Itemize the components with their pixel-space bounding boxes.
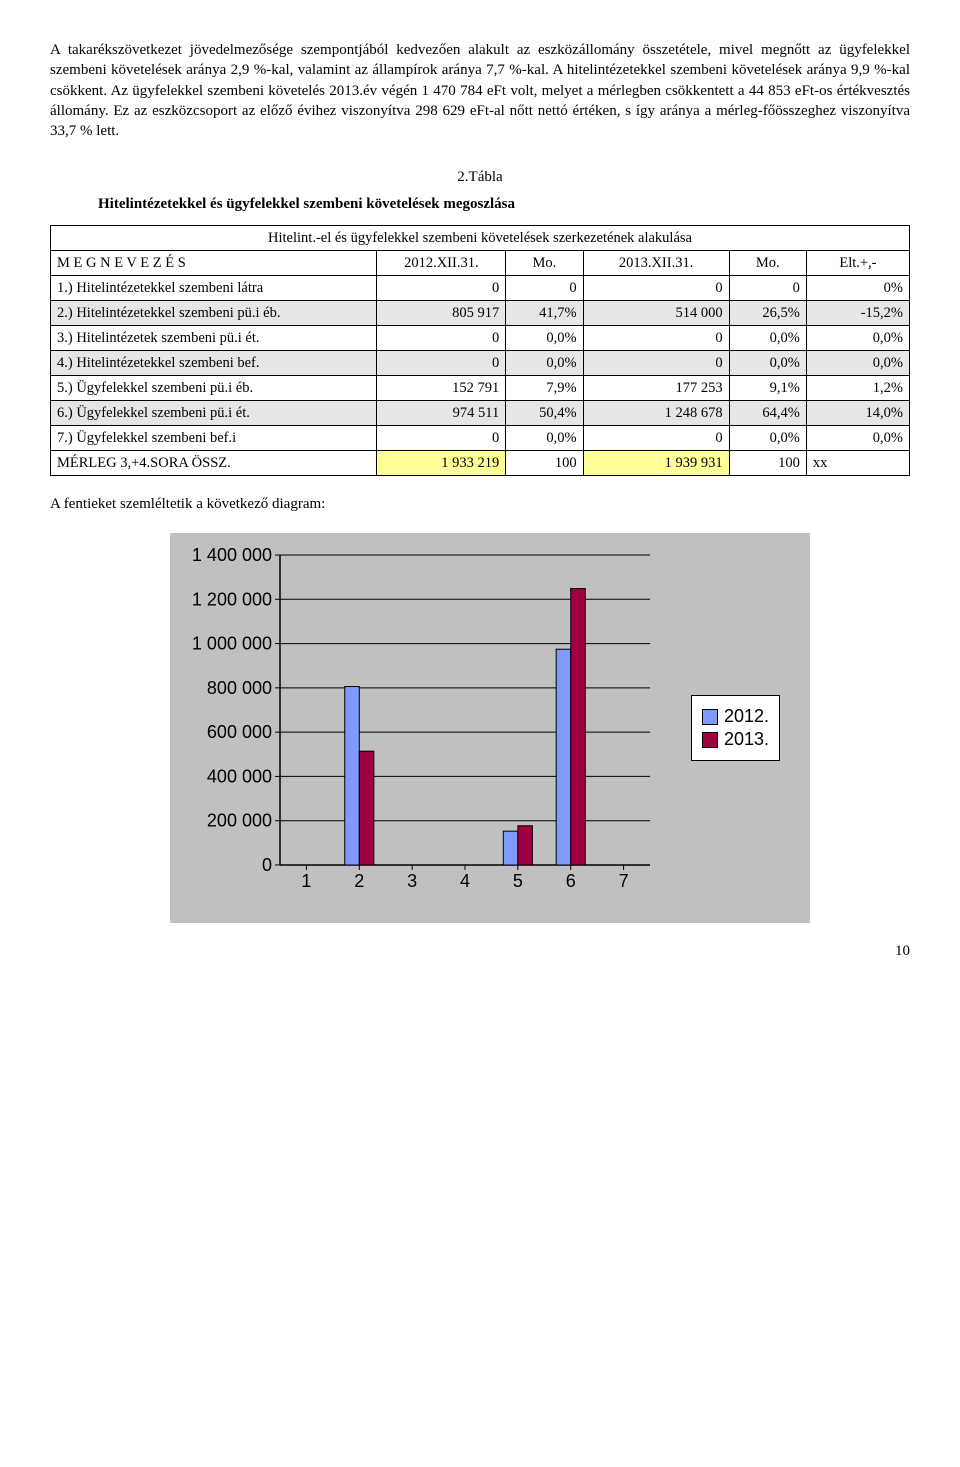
svg-text:600 000: 600 000	[207, 722, 272, 742]
table-row: 4.) Hitelintézetekkel szembeni bef.00,0%…	[51, 351, 910, 376]
table-cell: 0,0%	[729, 426, 806, 451]
table-cell: 0,0%	[729, 351, 806, 376]
table-cell: 514 000	[583, 301, 729, 326]
legend-item: 2013.	[702, 729, 769, 750]
table-cell: 805 917	[377, 301, 506, 326]
table-cell: 0,0%	[506, 351, 583, 376]
legend-swatch	[702, 732, 718, 748]
table-cell: 0	[377, 426, 506, 451]
claims-chart: 0 200 000 400 000 600 000 800 000 1 000 000 1 …	[170, 533, 810, 923]
table-row: 5.) Ügyfelekkel szembeni pü.i éb.152 791…	[51, 376, 910, 401]
svg-text:3: 3	[407, 871, 417, 891]
svg-text:5: 5	[513, 871, 523, 891]
table-cell: 0,0%	[806, 326, 909, 351]
table-cell: 4.) Hitelintézetekkel szembeni bef.	[51, 351, 377, 376]
table-cell: 0	[506, 276, 583, 301]
table-cell: 0,0%	[506, 426, 583, 451]
table-cell: 0,0%	[729, 326, 806, 351]
svg-text:0: 0	[262, 855, 272, 875]
total-v2: 1 939 931	[583, 451, 729, 476]
table-cell: 7,9%	[506, 376, 583, 401]
total-m2: 100	[729, 451, 806, 476]
col-2013: 2013.XII.31.	[583, 251, 729, 276]
total-m1: 100	[506, 451, 583, 476]
table-cell: 50,4%	[506, 401, 583, 426]
table-row: 3.) Hitelintézetek szembeni pü.i ét.00,0…	[51, 326, 910, 351]
table-cell: 2.) Hitelintézetekkel szembeni pü.i éb.	[51, 301, 377, 326]
table-cell: 0	[377, 326, 506, 351]
table-title: Hitelintézetekkel és ügyfelekkel szemben…	[98, 196, 910, 213]
table-header-row: M E G N E V E Z É S 2012.XII.31. Mo. 201…	[51, 251, 910, 276]
col-megnevezes: M E G N E V E Z É S	[51, 251, 377, 276]
table-cell: 26,5%	[729, 301, 806, 326]
claims-table: Hitelint.-el és ügyfelekkel szembeni köv…	[50, 225, 910, 476]
svg-text:7: 7	[619, 871, 629, 891]
table-total-row: MÉRLEG 3,+4.SORA ÖSSZ. 1 933 219 100 1 9…	[51, 451, 910, 476]
svg-text:200 000: 200 000	[207, 811, 272, 831]
svg-text:400 000: 400 000	[207, 767, 272, 787]
table-cell: 3.) Hitelintézetek szembeni pü.i ét.	[51, 326, 377, 351]
total-d: xx	[806, 451, 909, 476]
col-mo1: Mo.	[506, 251, 583, 276]
table-cell: 9,1%	[729, 376, 806, 401]
table-cell: 0	[377, 351, 506, 376]
table-cell: 0	[583, 426, 729, 451]
total-v1: 1 933 219	[377, 451, 506, 476]
svg-text:800 000: 800 000	[207, 678, 272, 698]
chart-legend: 2012.2013.	[691, 695, 780, 761]
svg-text:4: 4	[460, 871, 470, 891]
table-cell: 1.) Hitelintézetekkel szembeni látra	[51, 276, 377, 301]
table-cell: 14,0%	[806, 401, 909, 426]
table-cell: 152 791	[377, 376, 506, 401]
table-cell: 5.) Ügyfelekkel szembeni pü.i éb.	[51, 376, 377, 401]
col-2012: 2012.XII.31.	[377, 251, 506, 276]
svg-text:6: 6	[566, 871, 576, 891]
table-row: 2.) Hitelintézetekkel szembeni pü.i éb.8…	[51, 301, 910, 326]
table-cell: 0,0%	[806, 426, 909, 451]
col-mo2: Mo.	[729, 251, 806, 276]
svg-text:1: 1	[301, 871, 311, 891]
table-row: 6.) Ügyfelekkel szembeni pü.i ét.974 511…	[51, 401, 910, 426]
table-cell: -15,2%	[806, 301, 909, 326]
table-caption: 2.Tábla	[50, 169, 910, 186]
table-cell: 0	[377, 276, 506, 301]
table-cell: 0,0%	[806, 351, 909, 376]
table-cell: 177 253	[583, 376, 729, 401]
table-cell: 974 511	[377, 401, 506, 426]
table-cell: 41,7%	[506, 301, 583, 326]
table-cell: 0	[583, 351, 729, 376]
legend-item: 2012.	[702, 706, 769, 727]
table-cell: 0	[583, 276, 729, 301]
table-super-header: Hitelint.-el és ügyfelekkel szembeni köv…	[51, 226, 910, 251]
table-cell: 0	[583, 326, 729, 351]
intro-paragraph: A takarékszövetkezet jövedelmezősége sze…	[50, 40, 910, 141]
table-cell: 0,0%	[506, 326, 583, 351]
chart-svg: 0 200 000 400 000 600 000 800 000 1 000 000 1 …	[190, 545, 670, 905]
svg-text:1 400 000: 1 400 000	[192, 545, 272, 565]
svg-text:2: 2	[354, 871, 364, 891]
diagram-intro: A fentieket szemléltetik a következő dia…	[50, 496, 910, 513]
svg-text:1 200 000: 1 200 000	[192, 590, 272, 610]
table-cell: 1,2%	[806, 376, 909, 401]
table-cell: 6.) Ügyfelekkel szembeni pü.i ét.	[51, 401, 377, 426]
col-elt: Elt.+,-	[806, 251, 909, 276]
legend-label: 2012.	[724, 706, 769, 727]
table-cell: 7.) Ügyfelekkel szembeni bef.i	[51, 426, 377, 451]
table-cell: 64,4%	[729, 401, 806, 426]
svg-text:1 000 000: 1 000 000	[192, 634, 272, 654]
table-cell: 0	[729, 276, 806, 301]
table-cell: 0%	[806, 276, 909, 301]
table-row: 7.) Ügyfelekkel szembeni bef.i00,0%00,0%…	[51, 426, 910, 451]
table-row: 1.) Hitelintézetekkel szembeni látra0000…	[51, 276, 910, 301]
legend-swatch	[702, 709, 718, 725]
table-cell: 1 248 678	[583, 401, 729, 426]
legend-label: 2013.	[724, 729, 769, 750]
page-number: 10	[50, 943, 910, 960]
total-label: MÉRLEG 3,+4.SORA ÖSSZ.	[51, 451, 377, 476]
